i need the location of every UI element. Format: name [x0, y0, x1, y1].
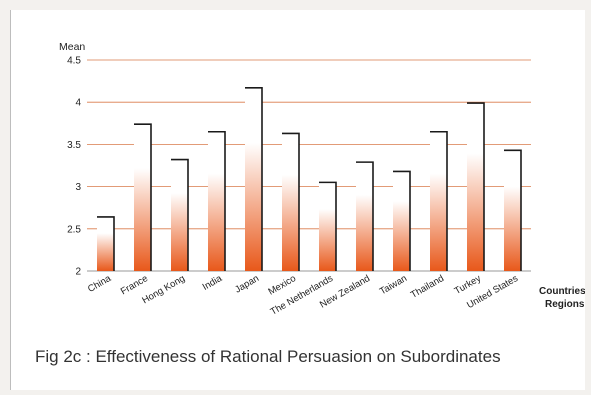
bars [97, 87, 522, 272]
bar-edge [208, 130, 226, 271]
figure-panel: 2 2.5 3 3.5 4 4.5 China France Hong Kong India Ja… [10, 10, 585, 390]
bar-turkey [467, 102, 485, 271]
x-tick-label: The Netherlands [269, 273, 336, 318]
bar [97, 216, 114, 271]
bar-edge [134, 123, 152, 271]
bar-mexico [282, 132, 300, 271]
bar [245, 87, 262, 272]
bar-edge [430, 130, 448, 271]
bar-thailand [430, 130, 448, 271]
bar-edge [171, 158, 189, 271]
bar-edge [393, 170, 411, 271]
bar [393, 171, 410, 271]
bar [282, 133, 299, 271]
bar-new-zealand [356, 161, 374, 271]
y-tick-labels: 2 2.5 3 3.5 4 4.5 [67, 56, 81, 278]
bar [430, 131, 447, 271]
x-axis-label-line-2: Regions [545, 299, 585, 310]
bar [208, 131, 225, 271]
y-tick-label: 4.5 [67, 56, 81, 67]
bar [356, 162, 373, 271]
bar-edge [504, 149, 522, 271]
bar-edge [97, 216, 115, 271]
bar-france [134, 123, 152, 271]
x-tick-label: Japan [233, 273, 261, 295]
bar-the-netherlands [319, 181, 337, 271]
y-tick-label: 4 [75, 98, 81, 109]
figure-caption: Fig 2c : Effectiveness of Rational Persu… [35, 347, 501, 366]
bar-edge [319, 181, 337, 271]
gridlines [87, 59, 531, 272]
bar-edge [282, 132, 300, 271]
bar [171, 159, 188, 271]
x-tick-label: India [201, 273, 225, 293]
bar-hong-kong [171, 158, 189, 271]
bar [504, 150, 521, 271]
y-tick-label: 3.5 [67, 140, 81, 151]
y-axis-label: Mean [59, 41, 85, 53]
bar-taiwan [393, 170, 411, 271]
bar-japan [245, 87, 263, 272]
y-tick-label: 2.5 [67, 224, 81, 235]
bar-united-states [504, 149, 522, 271]
bar-china [97, 216, 115, 271]
x-tick-label: Thailand [409, 273, 446, 301]
x-tick-label: Taiwan [378, 273, 409, 297]
x-tick-label: China [86, 273, 114, 295]
bar [319, 182, 336, 271]
bar-edge [467, 102, 485, 271]
bar-edge [245, 87, 263, 271]
bar-edge [356, 161, 374, 271]
bar [134, 124, 151, 271]
y-tick-label: 3 [75, 182, 81, 193]
x-axis-label-line-1: Countries/ [539, 286, 585, 297]
bar [467, 103, 484, 271]
bar-india [208, 130, 226, 271]
y-tick-label: 2 [75, 267, 81, 278]
